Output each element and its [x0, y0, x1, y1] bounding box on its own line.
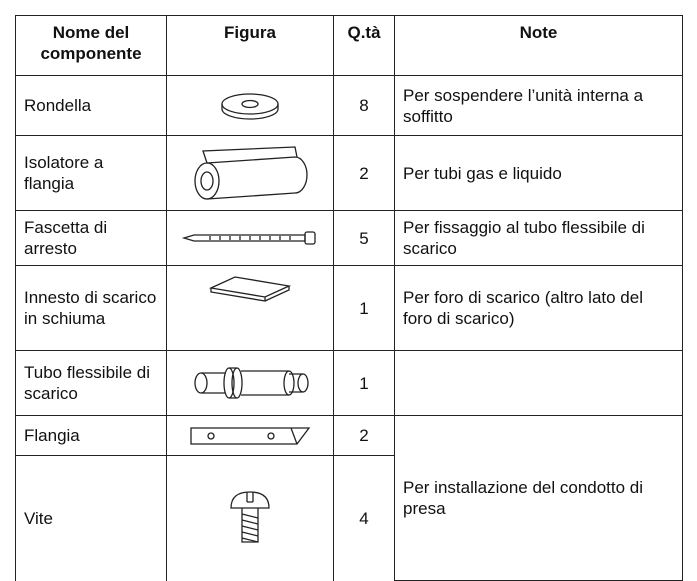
qty-cell: 1: [333, 265, 395, 351]
note-cell: Per tubi gas e liquido: [394, 135, 683, 211]
tie-strap: [181, 234, 306, 242]
row: Flangia 2 Per installazione del condotto…: [15, 415, 683, 581]
note-cell: Per installazione del condotto di presa: [394, 415, 683, 581]
name-cell: Flangia: [15, 415, 167, 456]
note-cell: Per foro di scarico (altro lato del foro…: [394, 265, 683, 351]
figure-cell: [166, 415, 334, 456]
flange-hole: [207, 431, 215, 440]
washer-hole: [241, 99, 259, 108]
header-cell: Q.tà: [333, 15, 395, 76]
figure-cell: [166, 135, 334, 211]
name-cell: Isolatore a flangia: [15, 135, 167, 211]
header-cell: Note: [394, 15, 683, 76]
insulator-flap: [202, 146, 298, 164]
figure-cell: [166, 350, 334, 416]
note-cell: Per sospendere l’unità interna a soffitt…: [394, 75, 683, 136]
header-row: Nome del componente Figura Q.tà Note: [15, 15, 683, 76]
qty-cell: 4: [333, 455, 395, 581]
figure-cell: [166, 455, 334, 581]
flange-hole: [267, 431, 275, 440]
screw-head: [230, 491, 270, 509]
note-cell: Per fissaggio al tubo flessibile di scar…: [394, 210, 683, 266]
figure-cell: [166, 210, 334, 266]
qty-cell: 2: [333, 135, 395, 211]
row: Innesto di scarico in schiuma 1 Per foro…: [15, 265, 683, 351]
hose-body: [229, 367, 289, 399]
figure-cell: [166, 265, 334, 351]
cable-tie-icon: [181, 231, 316, 245]
row: Rondella 8 Per sospendere l’unità intern…: [15, 75, 683, 136]
header-cell: Nome del componente: [15, 15, 167, 76]
figure-cell: [166, 75, 334, 136]
qty-cell: 2: [333, 415, 395, 456]
hose-ring: [283, 370, 295, 396]
washer-top: [221, 92, 279, 115]
washer-side: [221, 103, 279, 120]
foam-plug-icon: [208, 276, 292, 302]
hose-end: [194, 372, 208, 394]
insulator-body: [206, 156, 308, 200]
qty-cell: 8: [333, 75, 395, 136]
hose-tip: [201, 372, 225, 394]
washer-icon: [221, 92, 279, 120]
row: Isolatore a flangia 2 Per tubi gas e liq…: [15, 135, 683, 211]
insulator-hole: [200, 171, 214, 191]
drain-hose-icon: [194, 367, 309, 399]
row: Fascetta di arresto 5 Per fissaggio al t…: [15, 210, 683, 266]
screw-slot: [246, 492, 254, 503]
name-cell: Fascetta di arresto: [15, 210, 167, 266]
name-cell: Vite: [15, 455, 167, 581]
name-cell: Rondella: [15, 75, 167, 136]
screw-icon: [230, 491, 270, 543]
qty-cell: 5: [333, 210, 395, 266]
tie-teeth: [209, 236, 291, 240]
header-cell: Figura: [166, 15, 334, 76]
qty-cell: 1: [333, 350, 395, 416]
flange-icon: [190, 426, 311, 445]
tie-head: [304, 231, 316, 245]
name-cell: Innesto di scarico in schiuma: [15, 265, 167, 351]
plug-shape: [208, 276, 292, 302]
screw-shank: [241, 508, 259, 543]
hose-tail: [289, 373, 303, 393]
row: Vite 4: [15, 455, 683, 581]
components-table: Nome del componente Figura Q.tà Note Ron…: [15, 15, 683, 581]
insulator-icon: [194, 146, 308, 200]
hose-end: [297, 373, 309, 393]
insulator-end: [194, 162, 220, 200]
note-cell: [394, 350, 683, 416]
name-cell: Tubo flessibile di scarico: [15, 350, 167, 416]
screw-thread: [241, 513, 259, 543]
flange-plate: [190, 426, 311, 445]
row: Tubo flessibile di scarico 1: [15, 350, 683, 416]
